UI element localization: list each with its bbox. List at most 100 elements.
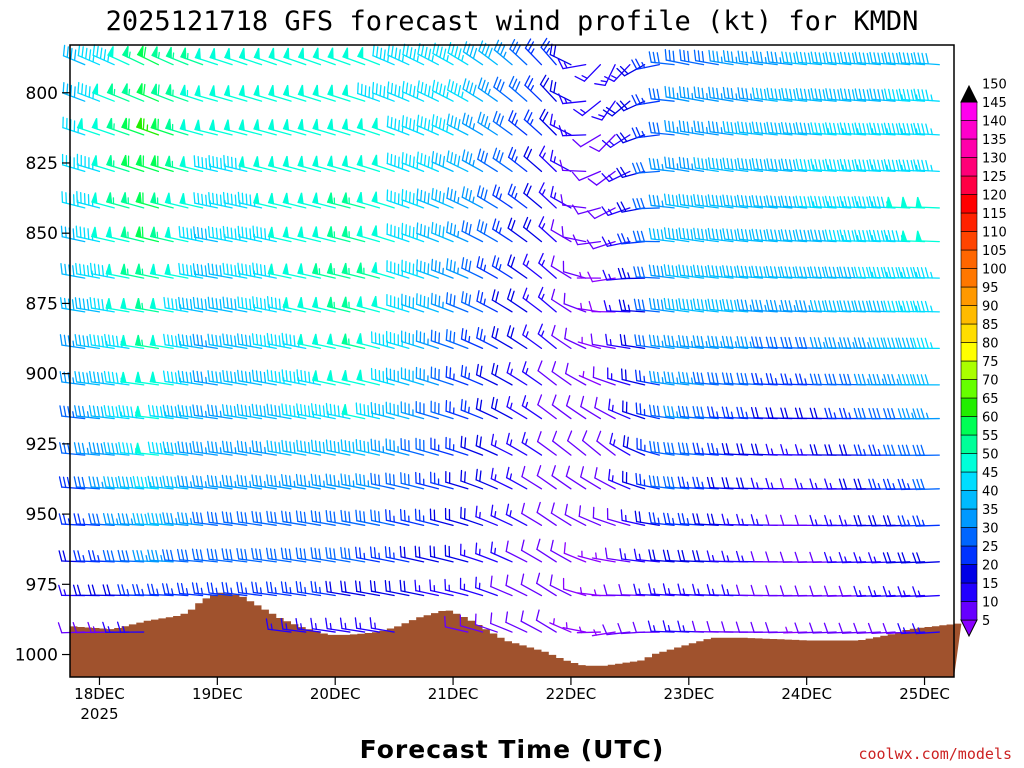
wind-barb	[194, 119, 218, 136]
colorbar-label: 110	[982, 226, 1007, 241]
wind-barb	[163, 296, 189, 313]
wind-barb	[490, 575, 513, 597]
wind-barb	[341, 192, 366, 209]
wind-barb	[664, 85, 690, 102]
wind-barb	[356, 225, 381, 243]
wind-barb	[120, 192, 145, 209]
wind-barb	[327, 47, 351, 66]
wind-barb	[706, 584, 734, 597]
wind-barb	[89, 333, 115, 350]
wind-barb	[150, 192, 174, 209]
wind-barb	[149, 371, 174, 386]
wind-barb	[490, 612, 513, 633]
wind-barb	[236, 440, 263, 456]
wind-barb	[897, 337, 926, 350]
wind-barb	[648, 87, 675, 102]
wind-barb	[750, 406, 778, 420]
wind-barb	[311, 263, 336, 279]
wind-barb	[506, 395, 528, 420]
wind-barb	[431, 187, 454, 209]
wind-barb	[192, 296, 218, 313]
wind-barb	[883, 300, 911, 313]
wind-barb	[102, 584, 130, 597]
colorbar-label: 45	[982, 466, 999, 481]
wind-barb	[795, 51, 823, 66]
wind-barb	[594, 396, 616, 420]
wind-barb	[750, 443, 778, 456]
wind-barb	[477, 77, 498, 102]
wind-barb	[912, 444, 940, 457]
wind-barb	[357, 82, 381, 102]
wind-barb	[663, 334, 690, 350]
wind-barb	[177, 370, 204, 386]
wind-barb	[868, 444, 896, 456]
wind-barb	[117, 549, 145, 563]
wind-barb	[356, 118, 381, 136]
wind-barb	[490, 541, 513, 563]
wind-barb	[558, 125, 587, 137]
wind-barb	[221, 404, 248, 420]
wind-barb	[134, 298, 160, 313]
wind-barb	[223, 119, 248, 136]
wind-barb	[460, 543, 484, 563]
wind-barb	[401, 115, 425, 136]
wind-barb	[838, 622, 867, 634]
wind-barb	[446, 113, 469, 136]
wind-barb	[552, 430, 572, 456]
y-tick-label: 975	[26, 575, 58, 595]
wind-barb	[251, 369, 277, 386]
wind-barb	[631, 94, 660, 106]
wind-barb	[751, 265, 778, 279]
wind-barb	[222, 262, 248, 279]
wind-barb	[648, 511, 675, 526]
wind-barb	[325, 580, 351, 597]
wind-barb	[587, 271, 616, 283]
wind-barb	[693, 193, 719, 209]
x-tick-label: 21DEC	[428, 685, 479, 703]
wind-barb	[678, 264, 705, 279]
wind-barb	[564, 327, 587, 350]
wind-barb	[120, 371, 145, 386]
colorbar-label: 50	[982, 448, 999, 463]
wind-barb	[310, 403, 336, 420]
wind-barb	[281, 474, 307, 490]
wind-barb	[522, 216, 543, 243]
wind-barb	[550, 502, 572, 526]
wind-barb	[678, 227, 705, 243]
wind-barb	[356, 369, 381, 386]
wind-barb	[400, 401, 425, 420]
wind-barb	[692, 583, 719, 597]
wind-barb	[206, 582, 233, 597]
wind-barb	[354, 580, 381, 597]
wind-barb	[165, 46, 189, 66]
wind-barb	[692, 442, 719, 456]
wind-barb	[750, 551, 778, 563]
wind-barb	[576, 271, 602, 279]
wind-barb	[476, 290, 498, 313]
wind-barb	[780, 478, 808, 490]
wind-barb	[912, 408, 940, 420]
wind-barb	[633, 583, 660, 597]
wind-barb	[551, 394, 572, 420]
wind-barb	[678, 120, 705, 136]
wind-barb	[780, 407, 808, 420]
wind-barb	[550, 288, 572, 313]
colorbar-label: 150	[982, 78, 1007, 93]
wind-barb	[224, 47, 248, 66]
wind-barb	[539, 74, 557, 102]
wind-barb	[132, 583, 160, 597]
wind-barb	[736, 406, 764, 420]
wind-barb	[736, 336, 764, 350]
wind-barb	[521, 502, 543, 526]
wind-barb	[663, 371, 690, 386]
wind-barb	[429, 579, 454, 597]
wind-barb	[794, 407, 823, 420]
colorbar-label: 65	[982, 392, 999, 407]
colorbar-box	[960, 360, 978, 380]
wind-barb	[736, 194, 764, 209]
wind-barb	[253, 156, 277, 173]
wind-barb	[162, 404, 189, 420]
wind-barb	[868, 300, 896, 313]
wind-barb	[766, 121, 793, 136]
wind-barb	[721, 513, 749, 526]
